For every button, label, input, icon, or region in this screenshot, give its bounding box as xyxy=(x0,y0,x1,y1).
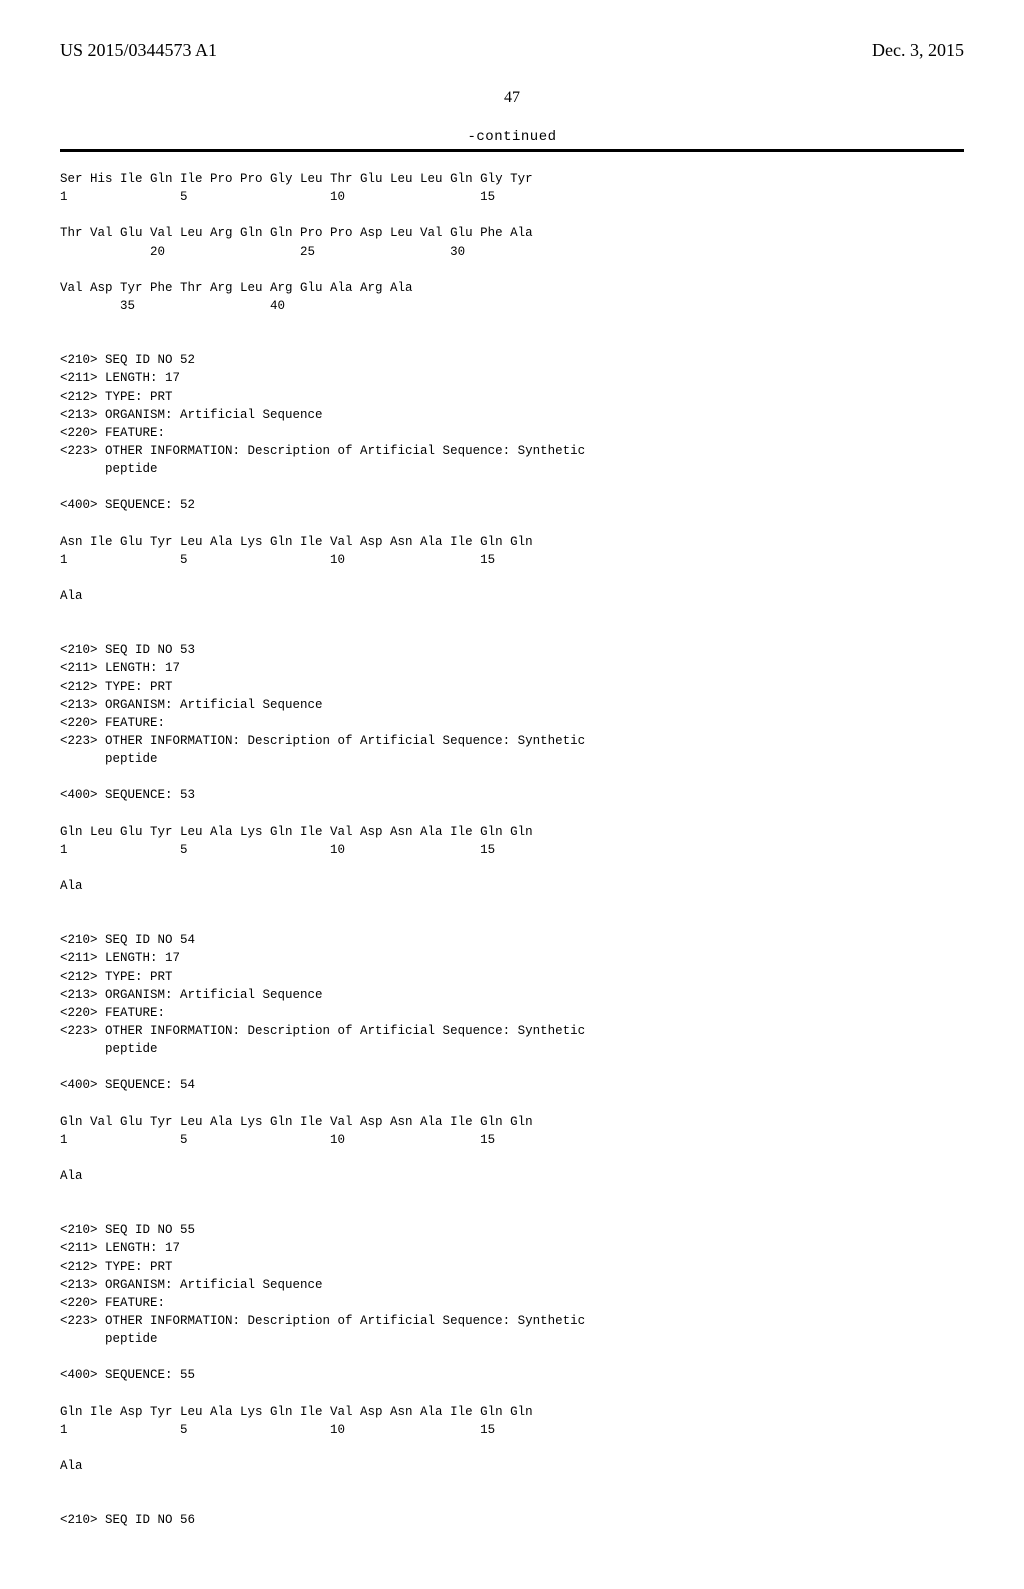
page-container: US 2015/0344573 A1 Dec. 3, 2015 47 -cont… xyxy=(0,0,1024,1589)
publication-date: Dec. 3, 2015 xyxy=(872,40,964,61)
publication-number: US 2015/0344573 A1 xyxy=(60,40,217,61)
divider-top xyxy=(60,149,964,152)
sequence-listing: Ser His Ile Gln Ile Pro Pro Gly Leu Thr … xyxy=(60,170,964,1529)
continued-label: -continued xyxy=(60,129,964,145)
header-row: US 2015/0344573 A1 Dec. 3, 2015 xyxy=(60,40,964,61)
page-number: 47 xyxy=(60,89,964,107)
